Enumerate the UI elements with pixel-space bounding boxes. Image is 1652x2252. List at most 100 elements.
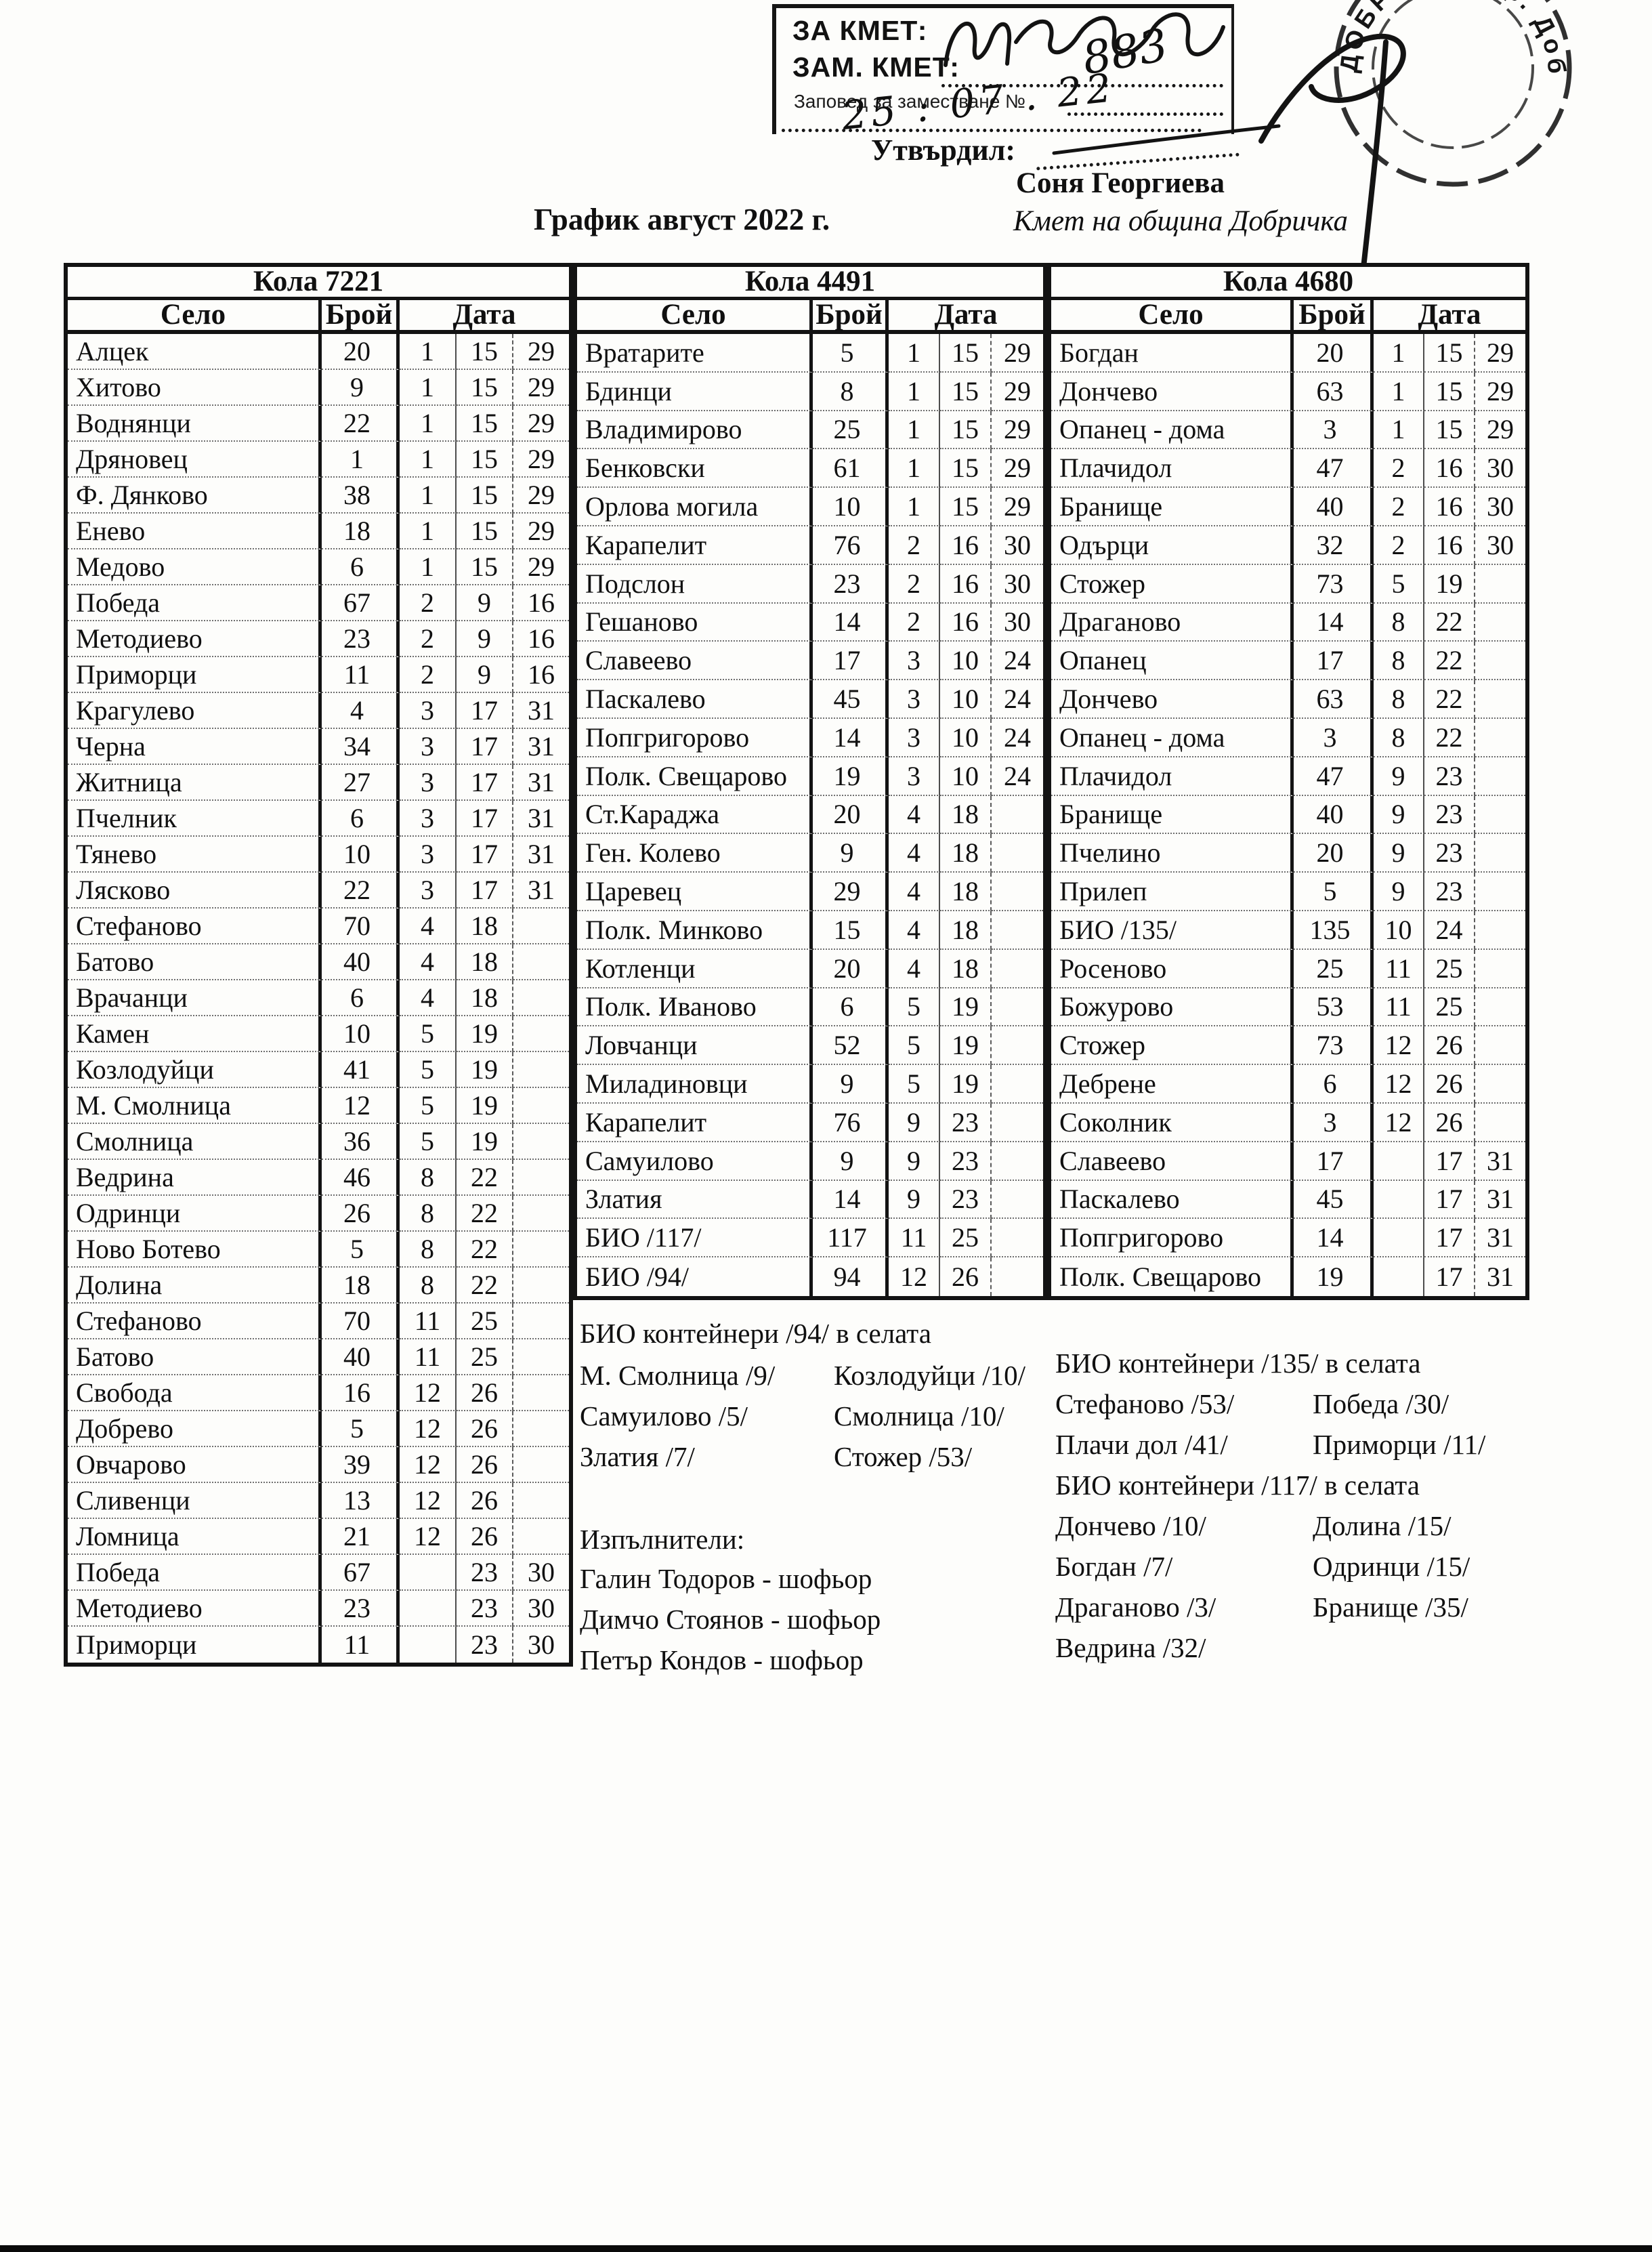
date-cell: 15 — [940, 449, 992, 488]
village-cell: Пчелник — [68, 801, 322, 837]
date-cell: 12 — [889, 1257, 940, 1296]
village-cell: Прилеп — [1051, 873, 1294, 911]
count-cell: 45 — [1294, 1180, 1374, 1219]
count-cell: 117 — [813, 1219, 889, 1258]
date-cell: 12 — [1374, 1065, 1424, 1104]
date-cell: 26 — [940, 1257, 992, 1296]
date-cell: 17 — [457, 873, 513, 909]
date-cell: 26 — [457, 1375, 513, 1411]
village-cell: Стожер — [1051, 564, 1294, 604]
date-cell: 17 — [457, 729, 513, 765]
date-cell: 12 — [1374, 1026, 1424, 1066]
count-cell: 5 — [1294, 873, 1374, 911]
date-cell: 18 — [457, 944, 513, 980]
village-cell: Победа — [68, 1555, 322, 1591]
village-cell: Долина — [68, 1268, 322, 1304]
count-cell: 135 — [1294, 911, 1374, 950]
date-cell — [1475, 834, 1525, 873]
date-cell: 15 — [1424, 334, 1475, 373]
count-cell: 20 — [1294, 334, 1374, 373]
date-cell — [1475, 604, 1525, 642]
date-cell: 11 — [889, 1219, 940, 1258]
date-cell: 9 — [889, 1142, 940, 1181]
vehicle-table-4680: Кола 4680 Село Брой Дата Богдан 20 1 15 29 До… — [1047, 263, 1529, 1300]
village-cell: Росеново — [1051, 949, 1294, 988]
village-cell: Лясково — [68, 873, 322, 909]
approver-name: Соня Георгиева — [1016, 167, 1225, 199]
village-cell: Ведрина — [68, 1160, 322, 1196]
village-cell: Стефаново — [68, 909, 322, 944]
village-cell: Дебрене — [1051, 1065, 1294, 1104]
date-cell: 30 — [513, 1555, 569, 1591]
date-cell: 4 — [889, 795, 940, 835]
date-cell: 1 — [400, 406, 457, 442]
count-cell: 53 — [1294, 988, 1374, 1027]
date-cell — [513, 1519, 569, 1555]
date-cell — [400, 1591, 457, 1627]
village-cell: Полк. Минково — [577, 911, 813, 950]
date-cell: 29 — [513, 549, 569, 585]
date-cell: 30 — [513, 1591, 569, 1627]
date-cell: 26 — [1424, 1026, 1475, 1066]
count-cell: 3 — [1294, 718, 1374, 757]
village-cell: Воднянци — [68, 406, 322, 442]
header-village: Село — [577, 300, 813, 330]
date-cell — [992, 911, 1043, 950]
date-cell: 3 — [400, 801, 457, 837]
date-cell — [513, 1232, 569, 1268]
date-cell: 26 — [1424, 1065, 1475, 1104]
date-cell: 9 — [889, 1103, 940, 1142]
count-cell: 6 — [322, 980, 400, 1016]
date-cell: 19 — [940, 988, 992, 1027]
date-cell — [1475, 911, 1525, 950]
count-cell: 5 — [322, 1232, 400, 1268]
header-date: Дата — [934, 299, 998, 331]
village-cell: Паскалево — [577, 680, 813, 719]
executors-list: Галин Тодоров - шофьор Димчо Стоянов - шо… — [580, 1562, 881, 1684]
date-cell: 29 — [513, 478, 569, 514]
village-cell: Смолница — [68, 1124, 322, 1160]
village-cell: Ловчанци — [577, 1026, 813, 1066]
date-cell: 16 — [1424, 449, 1475, 488]
count-cell: 23 — [322, 621, 400, 657]
executor-name: Галин Тодоров - шофьор — [580, 1563, 872, 1594]
date-cell: 5 — [889, 988, 940, 1027]
date-cell: 26 — [457, 1411, 513, 1447]
date-cell: 19 — [940, 1065, 992, 1104]
count-cell: 23 — [322, 1591, 400, 1627]
date-cell — [1475, 988, 1525, 1027]
table-header-row: Село Брой Дата — [68, 300, 569, 334]
count-cell: 70 — [322, 909, 400, 944]
date-cell: 8 — [400, 1196, 457, 1232]
bio-94-note-title: БИО контейнери /94/ в селата — [580, 1318, 931, 1349]
date-cell: 15 — [457, 370, 513, 406]
count-cell: 5 — [322, 1411, 400, 1447]
date-cell: 23 — [457, 1627, 513, 1663]
count-cell: 47 — [1294, 757, 1374, 796]
count-cell: 52 — [813, 1026, 889, 1066]
count-cell: 67 — [322, 585, 400, 621]
village-cell: Енево — [68, 514, 322, 549]
date-cell: 16 — [513, 657, 569, 693]
note-item: Богдан /7/ — [1055, 1551, 1173, 1582]
date-cell: 18 — [940, 795, 992, 835]
date-cell: 2 — [889, 564, 940, 604]
village-cell: Златия — [577, 1180, 813, 1219]
date-cell: 31 — [1487, 1261, 1514, 1293]
village-cell: Богдан — [1051, 334, 1294, 373]
date-cell: 11 — [400, 1339, 457, 1375]
date-cell: 29 — [1475, 373, 1525, 411]
village-cell: Крагулево — [68, 693, 322, 729]
village-cell: Славеево — [577, 642, 813, 681]
date-cell: 22 — [1424, 718, 1475, 757]
date-cell: 2 — [400, 657, 457, 693]
village-cell: Миладиновци — [577, 1065, 813, 1104]
village-cell: Попгригорово — [577, 718, 813, 757]
village-cell: Орлова могила — [577, 488, 813, 526]
date-cell — [1475, 1065, 1525, 1104]
count-cell: 9 — [813, 1065, 889, 1104]
date-cell: 8 — [400, 1268, 457, 1304]
village-cell: Бранище — [1051, 795, 1294, 835]
date-cell: 4 — [400, 980, 457, 1016]
count-cell: 18 — [322, 514, 400, 549]
